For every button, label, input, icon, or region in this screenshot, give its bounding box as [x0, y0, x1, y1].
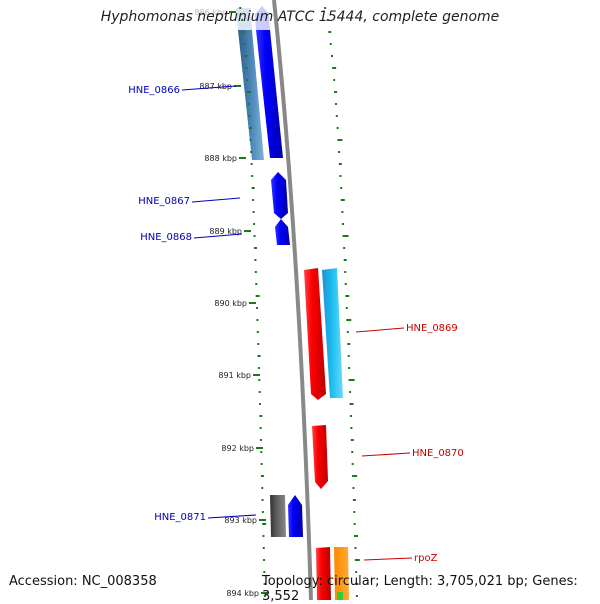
kbp-tick-label: 890 kbp: [214, 299, 247, 308]
gene-hne-0871-dark: [270, 495, 286, 537]
gene-hne-0869: [304, 268, 326, 400]
label-hne-0870[interactable]: HNE_0870: [412, 448, 464, 459]
kbp-tick-label: 892 kbp: [221, 444, 254, 453]
feature-top-fade: [236, 8, 252, 30]
gene-hne-0870: [312, 425, 328, 489]
genome-backbone: [272, 0, 313, 601]
gc-track-right: [324, 7, 360, 597]
gene-hne-0868: [275, 219, 290, 245]
forward-strand-features: [304, 268, 349, 600]
gc-track-left: [239, 7, 267, 597]
gene-hne-0871: [288, 495, 303, 537]
label-hne-0868[interactable]: HNE_0868: [140, 232, 192, 243]
kbp-ruler: 886 kbp 887 kbp 888 kbp 889 kbp 890 kbp 891 k…: [194, 8, 268, 598]
labels-left: HNE_0866 HNE_0867 HNE_0868 HNE_0871: [128, 85, 257, 523]
label-hne-0867[interactable]: HNE_0867: [138, 196, 190, 207]
gene-hne-0866: [256, 30, 283, 158]
gene-hne-0866-rna: [238, 30, 264, 160]
label-hne-0866[interactable]: HNE_0866: [128, 85, 180, 96]
kbp-tick-label: 888 kbp: [204, 154, 237, 163]
kbp-tick-label: 886 kbp: [194, 8, 227, 17]
gene-rpoz-orange: [334, 547, 349, 600]
kbp-tick-label: 893 kbp: [224, 516, 257, 525]
feature-top-arrow: [255, 6, 270, 30]
reverse-strand-features: [236, 6, 303, 537]
kbp-tick-label: 889 kbp: [209, 227, 242, 236]
gene-hne-0867: [271, 172, 288, 219]
kbp-tick-label: 894 kbp: [226, 589, 259, 598]
gene-rpoz-green: [337, 592, 343, 600]
label-rpoz[interactable]: rpoZ: [414, 553, 438, 564]
genome-title: Hyphomonas neptunium ATCC 15444, complet…: [100, 9, 500, 25]
gene-rpoz: [316, 547, 331, 600]
kbp-tick-label: 891 kbp: [218, 371, 251, 380]
labels-right: HNE_0869 HNE_0870 rpoZ: [355, 323, 464, 564]
gene-hne-0869-rna: [322, 268, 343, 398]
label-hne-0869[interactable]: HNE_0869: [406, 323, 458, 334]
accession-text: Accession: NC_008358: [9, 574, 157, 589]
kbp-tick-label: 887 kbp: [199, 82, 232, 91]
label-hne-0871[interactable]: HNE_0871: [154, 512, 206, 523]
